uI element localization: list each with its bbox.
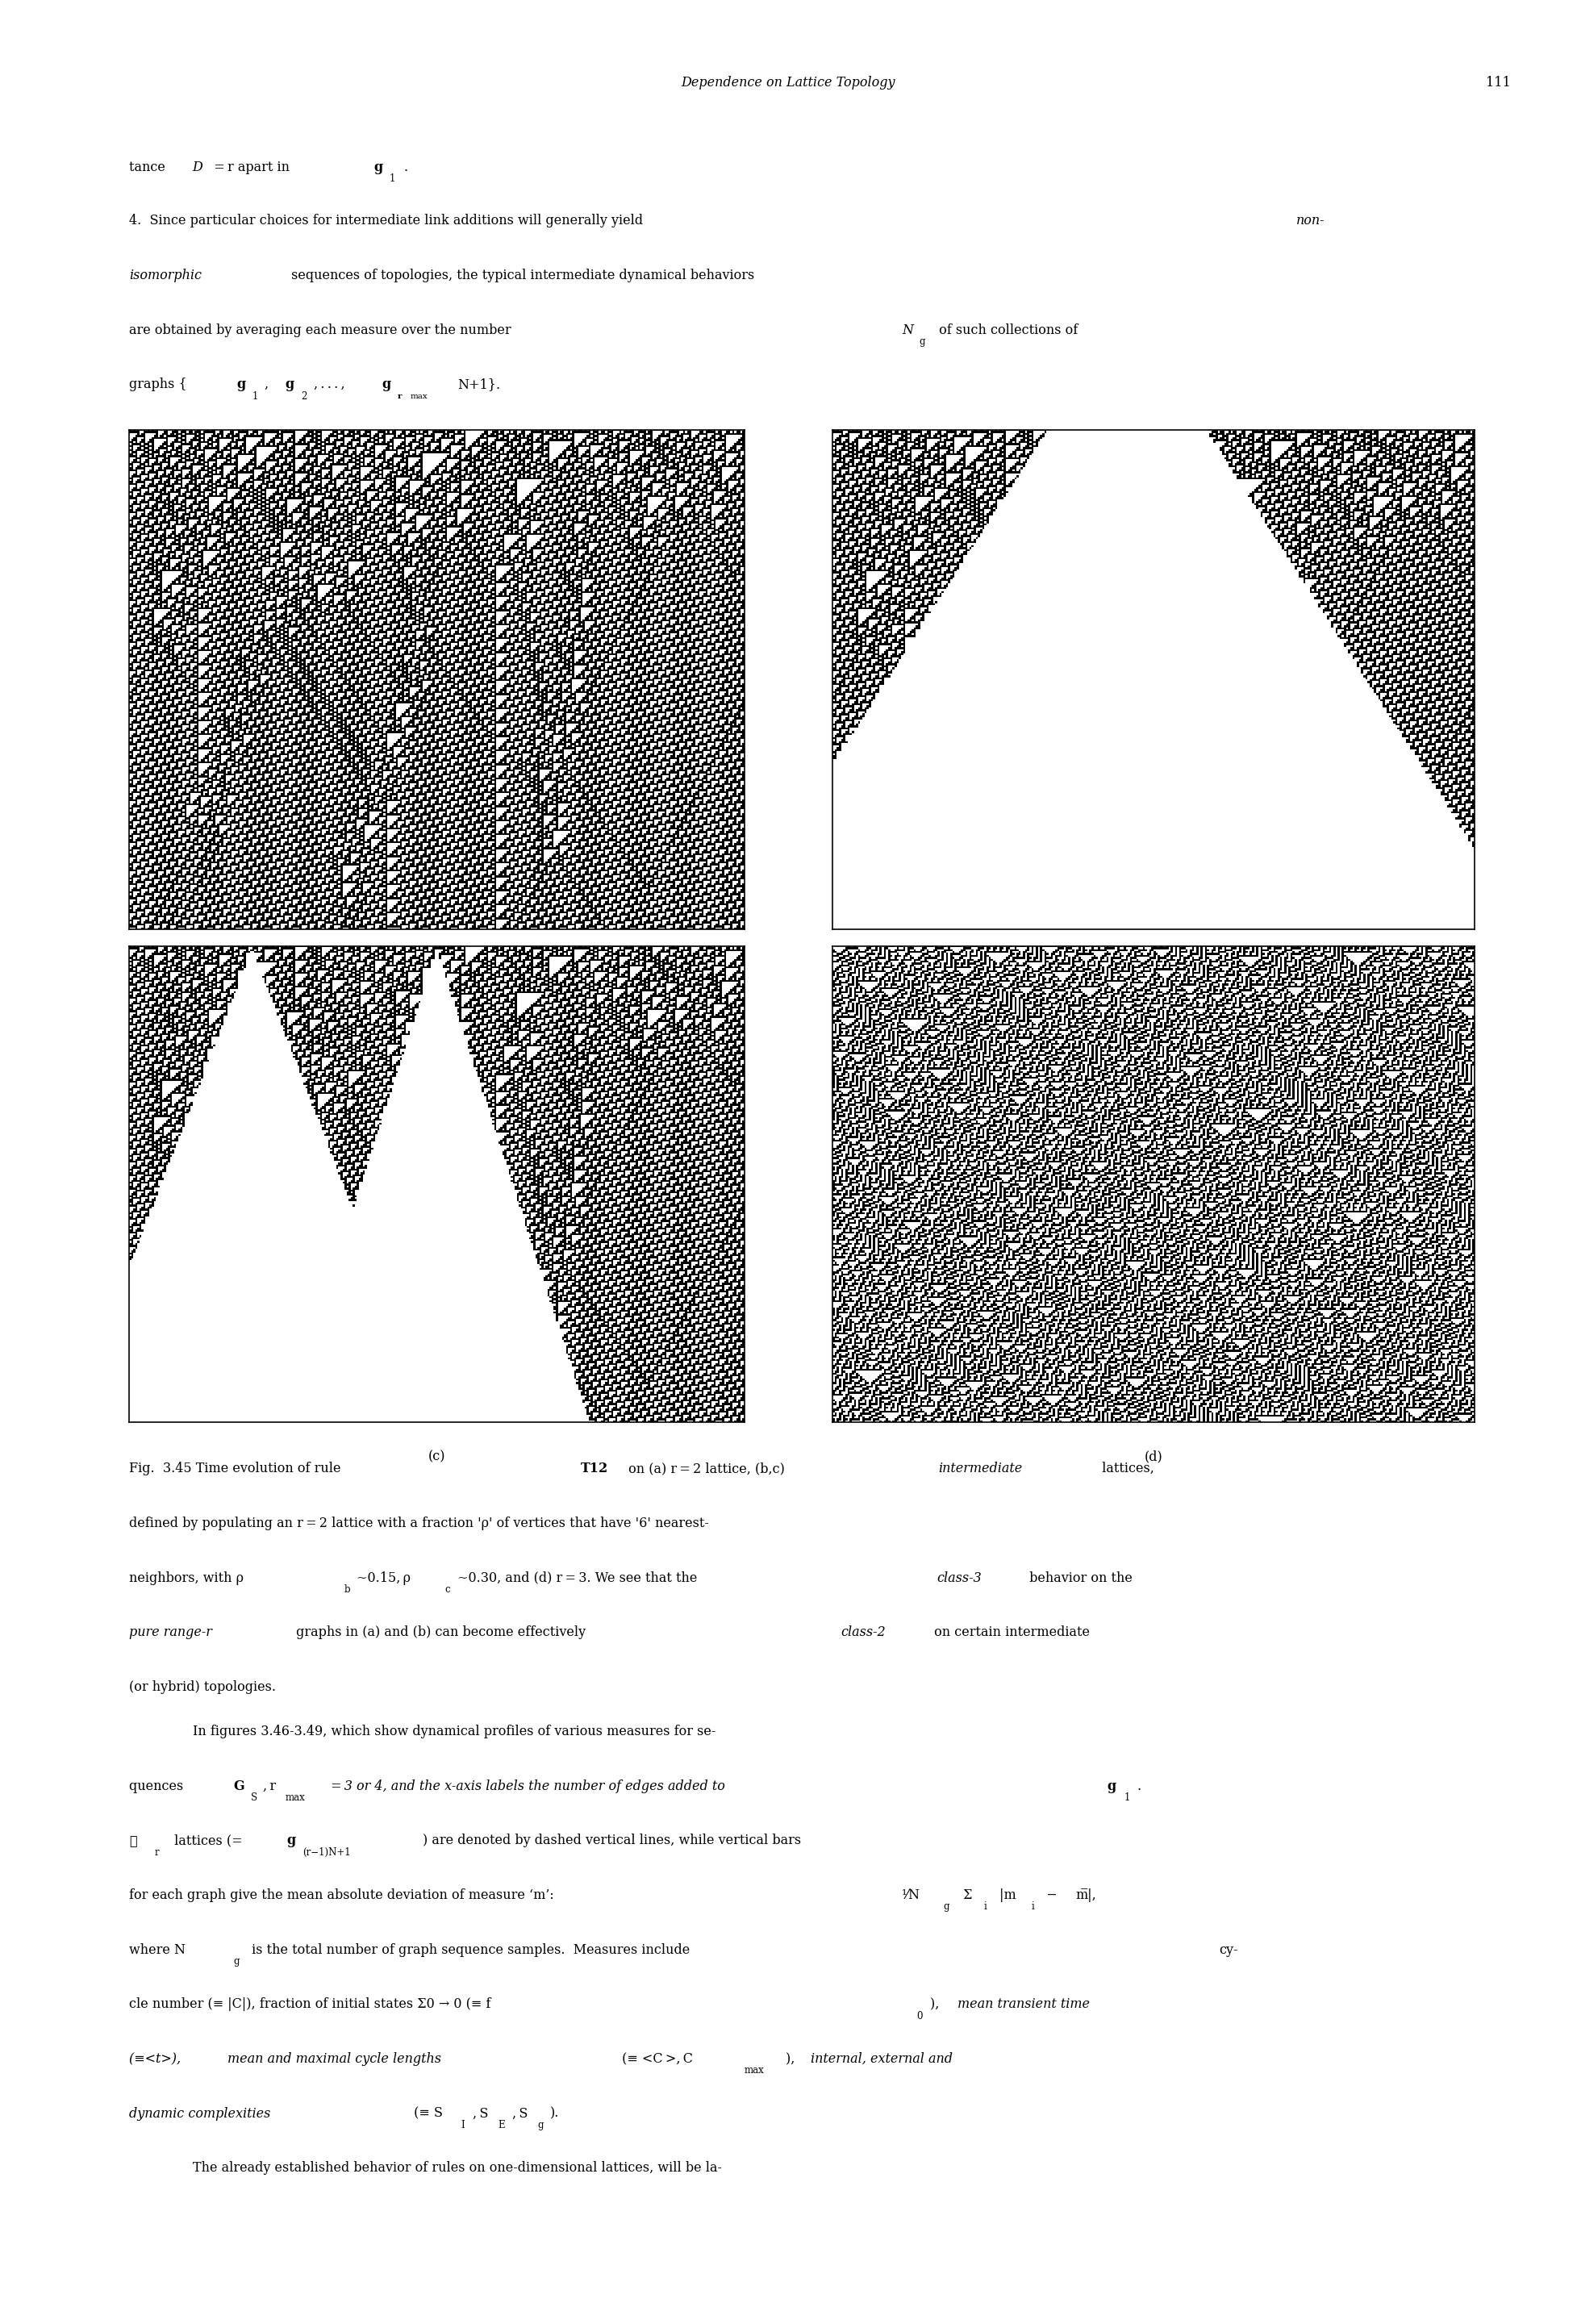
Text: Dependence on Lattice Topology: Dependence on Lattice Topology <box>681 77 896 88</box>
Text: ,: , <box>265 379 271 390</box>
Text: are obtained by averaging each measure over the number: are obtained by averaging each measure o… <box>129 323 516 337</box>
Text: The already established behavior of rules on one-dimensional lattices, will be l: The already established behavior of rule… <box>192 2161 722 2175</box>
Text: I: I <box>460 2119 464 2131</box>
Text: lattices (=: lattices (= <box>170 1834 246 1848</box>
Text: (or hybrid) topologies.: (or hybrid) topologies. <box>129 1680 276 1694</box>
Text: = r apart in: = r apart in <box>211 160 293 174</box>
Text: c: c <box>445 1585 449 1594</box>
Text: (≡ <C >, C: (≡ <C >, C <box>618 2052 694 2066</box>
Text: r: r <box>397 393 402 400</box>
Text: D: D <box>192 160 203 174</box>
Text: 2: 2 <box>301 390 308 402</box>
Text: max: max <box>285 1792 306 1803</box>
Text: g: g <box>233 1957 240 1966</box>
Text: b: b <box>344 1585 350 1594</box>
Text: is the total number of graph sequence samples.  Measures include: is the total number of graph sequence sa… <box>248 1943 694 1957</box>
Text: g: g <box>919 337 926 346</box>
Text: (d): (d) <box>1145 1450 1162 1464</box>
Text: m̅|,: m̅|, <box>1076 1889 1096 1901</box>
Text: N+1}.: N+1}. <box>457 379 500 390</box>
Text: intermediate: intermediate <box>938 1462 1022 1476</box>
Text: class-2: class-2 <box>841 1627 885 1638</box>
Text: i: i <box>1031 1901 1035 1913</box>
Text: i: i <box>984 1901 987 1913</box>
Text: .: . <box>404 160 408 174</box>
Text: , . . . ,: , . . . , <box>314 379 347 390</box>
Text: 111: 111 <box>1486 77 1511 88</box>
Text: |m: |m <box>995 1889 1016 1901</box>
Text: g: g <box>538 2119 544 2131</box>
Text: quences: quences <box>129 1780 188 1792</box>
Text: Fig.  3.45 Time evolution of rule: Fig. 3.45 Time evolution of rule <box>129 1462 345 1476</box>
Text: max: max <box>744 2066 765 2075</box>
Text: ).: ). <box>550 2108 560 2119</box>
Text: on (a) r = 2 lattice, (b,c): on (a) r = 2 lattice, (b,c) <box>624 1462 788 1476</box>
Text: non-: non- <box>1296 214 1325 228</box>
Text: 1: 1 <box>390 174 396 184</box>
Text: ) are denoted by dashed vertical lines, while vertical bars: ) are denoted by dashed vertical lines, … <box>423 1834 801 1848</box>
Text: lattices,: lattices, <box>1098 1462 1154 1476</box>
Text: ~0.30, and (d) r = 3. We see that the: ~0.30, and (d) r = 3. We see that the <box>457 1571 702 1585</box>
Text: (c): (c) <box>429 1450 445 1464</box>
Text: , r: , r <box>263 1780 276 1792</box>
Text: (a): (a) <box>427 957 446 971</box>
Text: for each graph give the mean absolute deviation of measure ‘m’:: for each graph give the mean absolute de… <box>129 1889 557 1901</box>
Text: −: − <box>1044 1889 1060 1901</box>
Text: , S: , S <box>473 2108 489 2119</box>
Text: E: E <box>498 2119 505 2131</box>
Text: g: g <box>943 1901 949 1913</box>
Text: sequences of topologies, the typical intermediate dynamical behaviors: sequences of topologies, the typical int… <box>287 270 754 281</box>
Text: 1: 1 <box>252 390 259 402</box>
Text: ),: ), <box>930 1999 943 2010</box>
Text: tance: tance <box>129 160 170 174</box>
Text: of such collections of: of such collections of <box>935 323 1079 337</box>
Text: g: g <box>1107 1780 1117 1792</box>
Text: graphs in (a) and (b) can become effectively: graphs in (a) and (b) can become effecti… <box>292 1627 590 1638</box>
Text: g: g <box>285 379 295 390</box>
Text: .: . <box>1137 1780 1142 1792</box>
Text: internal, external and: internal, external and <box>811 2052 953 2066</box>
Text: cle number (≡ |C|), fraction of initial states Σ0 → 0 (≡ f: cle number (≡ |C|), fraction of initial … <box>129 1999 490 2010</box>
Text: (≡ S: (≡ S <box>410 2108 443 2119</box>
Text: mean and maximal cycle lengths: mean and maximal cycle lengths <box>227 2052 442 2066</box>
Text: ¹⁄N: ¹⁄N <box>902 1889 921 1901</box>
Text: mean transient time: mean transient time <box>957 1999 1090 2010</box>
Text: g: g <box>374 160 383 174</box>
Text: 0: 0 <box>916 2010 923 2022</box>
Text: g: g <box>287 1834 296 1848</box>
Text: G: G <box>233 1780 244 1792</box>
Text: g: g <box>382 379 391 390</box>
Text: g: g <box>237 379 246 390</box>
Text: ),: ), <box>785 2052 798 2066</box>
Text: neighbors, with ρ: neighbors, with ρ <box>129 1571 244 1585</box>
Text: 4.  Since particular choices for intermediate link additions will generally yiel: 4. Since particular choices for intermed… <box>129 214 648 228</box>
Text: S: S <box>251 1792 257 1803</box>
Text: behavior on the: behavior on the <box>1025 1571 1132 1585</box>
Text: r: r <box>155 1848 159 1857</box>
Text: (≡<t>),: (≡<t>), <box>129 2052 185 2066</box>
Text: where N: where N <box>129 1943 186 1957</box>
Text: 1: 1 <box>1124 1792 1131 1803</box>
Text: isomorphic: isomorphic <box>129 270 202 281</box>
Text: ~0.15, ρ: ~0.15, ρ <box>356 1571 410 1585</box>
Text: ℒ: ℒ <box>129 1834 137 1848</box>
Text: defined by populating an r = 2 lattice with a fraction 'ρ' of vertices that have: defined by populating an r = 2 lattice w… <box>129 1518 710 1529</box>
Text: on certain intermediate: on certain intermediate <box>930 1627 1090 1638</box>
Text: In figures 3.46-3.49, which show dynamical profiles of various measures for se-: In figures 3.46-3.49, which show dynamic… <box>192 1724 716 1738</box>
Text: Σ: Σ <box>959 1889 971 1901</box>
Text: (b): (b) <box>1145 957 1162 971</box>
Text: max: max <box>410 393 427 400</box>
Text: , S: , S <box>513 2108 528 2119</box>
Text: = 3 or 4, and the x-axis labels the number of edges added to: = 3 or 4, and the x-axis labels the numb… <box>326 1780 729 1792</box>
Text: pure range-r: pure range-r <box>129 1627 213 1638</box>
Text: class-3: class-3 <box>937 1571 981 1585</box>
Text: cy-: cy- <box>1219 1943 1238 1957</box>
Text: dynamic complexities: dynamic complexities <box>129 2108 271 2119</box>
Text: (r−1)N+1: (r−1)N+1 <box>303 1848 350 1857</box>
Text: T12: T12 <box>580 1462 609 1476</box>
Text: N: N <box>902 323 913 337</box>
Text: graphs {: graphs { <box>129 379 188 390</box>
